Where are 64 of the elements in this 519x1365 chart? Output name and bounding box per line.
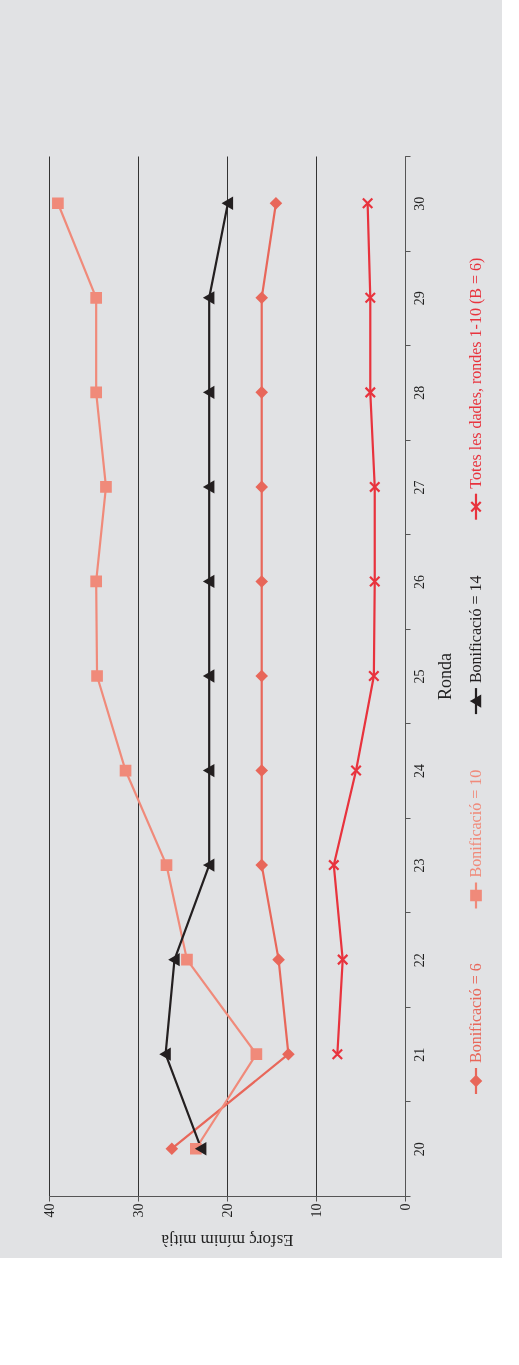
text: Bonificació = 6 — [467, 963, 484, 1063]
y-tick-label: 24 — [411, 764, 427, 779]
y-tick-label: 21 — [411, 1047, 427, 1062]
point — [364, 291, 377, 304]
point — [364, 386, 377, 399]
x-tick-label: 20 — [219, 1203, 235, 1218]
point — [203, 764, 215, 777]
y-tick-label: 20 — [411, 1142, 427, 1157]
point — [169, 953, 180, 966]
text: Bonificació = 14 — [467, 575, 484, 684]
point — [255, 764, 268, 777]
point — [195, 1142, 207, 1155]
x-tick-label: 0 — [397, 1203, 413, 1211]
point — [203, 859, 215, 871]
x-axis-title: Esforç mínim mitjà — [160, 1230, 294, 1250]
x-tick-label: 40 — [41, 1203, 57, 1218]
point — [255, 575, 268, 588]
point — [160, 1048, 171, 1061]
point — [90, 386, 103, 399]
point — [203, 291, 215, 304]
point — [222, 197, 234, 210]
point — [203, 386, 215, 399]
point — [91, 670, 103, 682]
point — [368, 481, 381, 493]
point — [90, 291, 103, 304]
point — [165, 1142, 178, 1155]
point — [250, 1048, 263, 1061]
point — [282, 1048, 295, 1061]
point — [160, 859, 173, 871]
x-tick-label: 30 — [130, 1203, 146, 1218]
point — [350, 764, 362, 777]
y-tick-label: 25 — [411, 669, 427, 684]
point — [203, 670, 215, 682]
point — [255, 670, 268, 682]
point — [203, 481, 215, 493]
point — [270, 197, 282, 210]
x-tick-label: 10 — [308, 1203, 324, 1218]
point — [336, 953, 349, 966]
y-tick-label: 26 — [411, 574, 427, 589]
point — [255, 859, 268, 871]
point — [255, 291, 268, 304]
text: Bonificació = 10 — [467, 769, 484, 878]
point — [119, 764, 132, 777]
point — [100, 481, 112, 493]
point — [255, 481, 268, 493]
point — [52, 197, 64, 210]
y-tick-label: 29 — [411, 291, 427, 306]
y-tick-label: 28 — [411, 385, 427, 400]
y-axis-title: Ronda — [434, 652, 455, 700]
y-tick-label: 30 — [411, 196, 427, 211]
text: Totes les dades, rondes 1-10 (B = 6) — [467, 257, 485, 489]
point — [368, 670, 380, 682]
point — [361, 197, 374, 210]
point — [272, 953, 285, 966]
y-tick-label: 27 — [411, 480, 427, 495]
point — [203, 575, 215, 588]
point — [327, 859, 340, 871]
point — [331, 1048, 344, 1061]
y-tick-label: 22 — [411, 953, 427, 968]
point — [90, 575, 103, 588]
point — [255, 386, 268, 399]
point — [368, 575, 381, 588]
y-tick-label: 23 — [411, 858, 427, 873]
point — [181, 953, 193, 966]
